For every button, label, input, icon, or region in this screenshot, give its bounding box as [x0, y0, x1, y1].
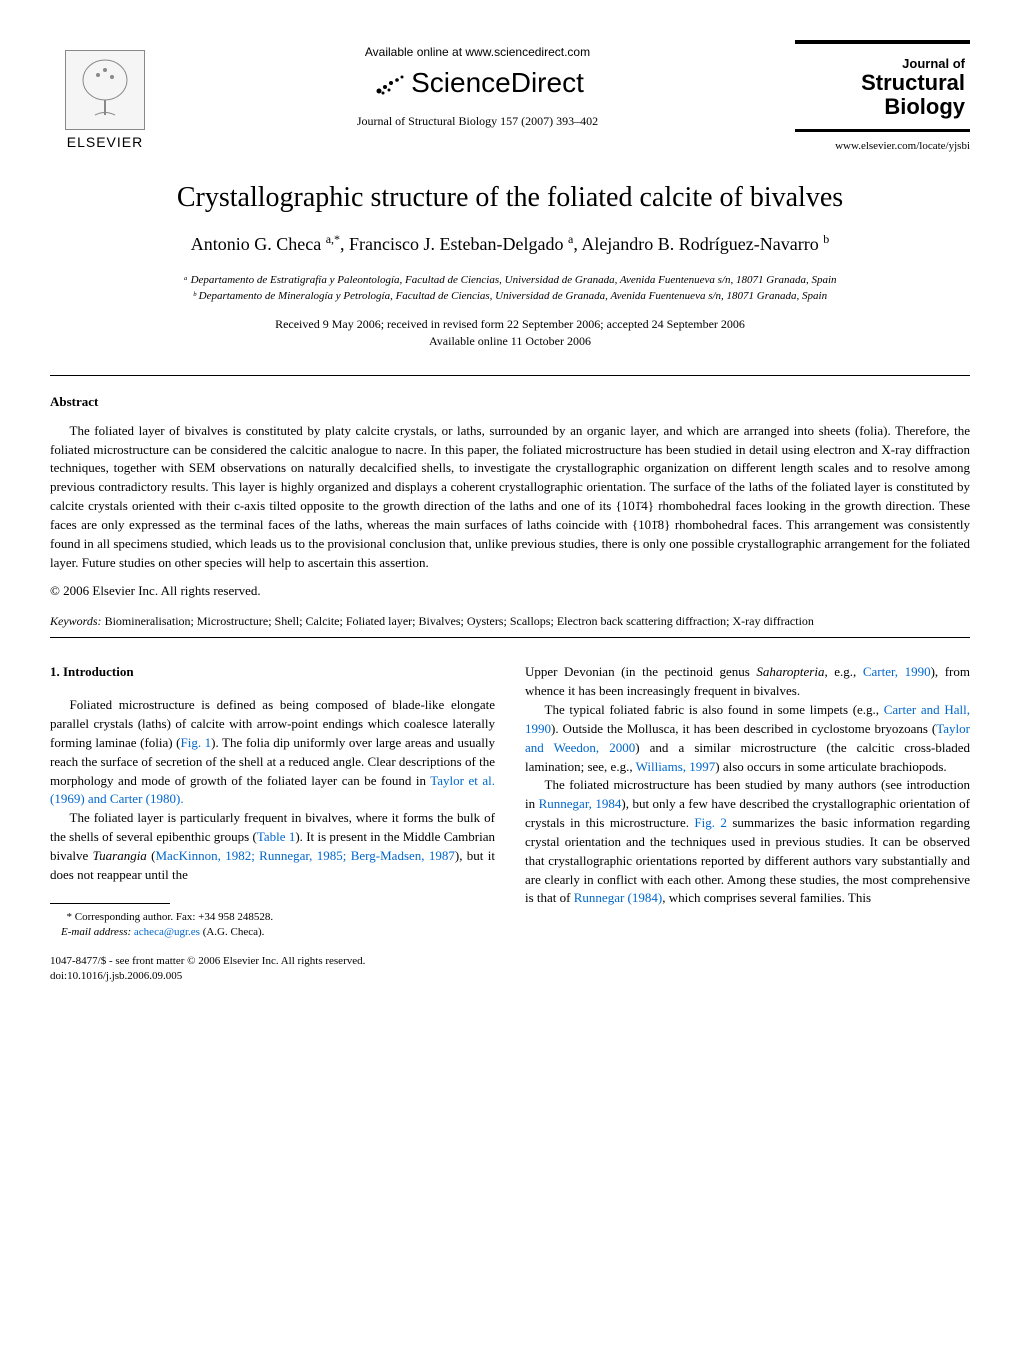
article-title: Crystallographic structure of the foliat… [50, 182, 970, 214]
issn-line: 1047-8477/$ - see front matter © 2006 El… [50, 954, 495, 968]
williams-link[interactable]: Williams, 1997 [636, 759, 716, 774]
abstract-heading: Abstract [50, 394, 970, 410]
rule-bottom [50, 637, 970, 638]
tuarangia-italic: Tuarangia [93, 848, 147, 863]
mackinnon-link[interactable]: MacKinnon, 1982; Runnegar, 1985; Berg-Ma… [156, 848, 455, 863]
col2-paragraph-3: The foliated microstructure has been stu… [525, 776, 970, 908]
authors: Antonio G. Checa a,*, Francisco J. Esteb… [50, 232, 970, 255]
available-online-text: Available online at www.sciencedirect.co… [160, 45, 795, 59]
fig2-link[interactable]: Fig. 2 [694, 815, 727, 830]
c2p2-b: ). Outside the Mollusca, it has been des… [551, 721, 936, 736]
c2p2-d: ) also occurs in some articulate brachio… [715, 759, 946, 774]
journal-box: Journal of Structural Biology [795, 40, 970, 132]
available-date: Available online 11 October 2006 [50, 333, 970, 350]
c2p3-d: , which comprises several families. This [662, 890, 871, 905]
keywords-list: Biomineralisation; Microstructure; Shell… [102, 614, 814, 628]
header-row: ELSEVIER Available online at www.science… [50, 40, 970, 152]
footnote-rule [50, 903, 170, 904]
sciencedirect-text: ScienceDirect [411, 67, 584, 98]
footnote-block: * Corresponding author. Fax: +34 958 248… [50, 910, 495, 941]
c2p2-a: The typical foliated fabric is also foun… [545, 702, 884, 717]
elsevier-tree-icon [65, 50, 145, 130]
journal-of-label: Journal of [800, 56, 965, 71]
sciencedirect-logo: ScienceDirect [160, 67, 795, 99]
sciencedirect-dots-icon [371, 71, 411, 99]
email-suffix: (A.G. Checa). [200, 926, 264, 938]
section-heading-intro: 1. Introduction [50, 663, 495, 682]
doi-line: doi:10.1016/j.jsb.2006.09.005 [50, 969, 495, 983]
c2p1-b: , e.g., [824, 664, 862, 679]
runnegar1984-link[interactable]: Runnegar, 1984 [539, 796, 622, 811]
c2p1-a: Upper Devonian (in the pectinoid genus [525, 664, 756, 679]
column-right: Upper Devonian (in the pectinoid genus S… [525, 663, 970, 983]
article-dates: Received 9 May 2006; received in revised… [50, 316, 970, 350]
journal-url: www.elsevier.com/locate/yjsbi [795, 140, 970, 152]
table1-link[interactable]: Table 1 [257, 829, 296, 844]
rule-top [50, 375, 970, 376]
center-header: Available online at www.sciencedirect.co… [160, 40, 795, 129]
copyright: © 2006 Elsevier Inc. All rights reserved… [50, 583, 970, 599]
keywords: Keywords: Biomineralisation; Microstruct… [50, 613, 970, 630]
corresponding-author: * Corresponding author. Fax: +34 958 248… [50, 910, 495, 925]
affiliations: ᵃ Departamento de Estratigrafía y Paleon… [50, 273, 970, 304]
body-columns: 1. Introduction Foliated microstructure … [50, 663, 970, 983]
elsevier-logo: ELSEVIER [50, 40, 160, 150]
email-line: E-mail address: acheca@ugr.es (A.G. Chec… [50, 925, 495, 940]
intro-paragraph-2: The foliated layer is particularly frequ… [50, 809, 495, 884]
abstract-text: The foliated layer of bivalves is consti… [50, 422, 970, 573]
intro-paragraph-1: Foliated microstructure is defined as be… [50, 696, 495, 809]
affiliation-a: ᵃ Departamento de Estratigrafía y Paleon… [50, 273, 970, 288]
column-left: 1. Introduction Foliated microstructure … [50, 663, 495, 983]
email-label: E-mail address: [61, 926, 131, 938]
email-link[interactable]: acheca@ugr.es [131, 926, 200, 938]
journal-name-line1: Structural [800, 71, 965, 95]
fig1-link[interactable]: Fig. 1 [181, 735, 212, 750]
journal-reference: Journal of Structural Biology 157 (2007)… [160, 114, 795, 129]
journal-name-line2: Biology [800, 95, 965, 119]
carter1990-link[interactable]: Carter, 1990 [863, 664, 931, 679]
runnegar1984b-link[interactable]: Runnegar (1984) [574, 890, 662, 905]
col2-paragraph-2: The typical foliated fabric is also foun… [525, 701, 970, 776]
p2-text-c: ( [147, 848, 156, 863]
journal-box-container: Journal of Structural Biology www.elsevi… [795, 40, 970, 152]
saharopteria-italic: Saharopteria [756, 664, 824, 679]
affiliation-b: ᵇ Departamento de Mineralogía y Petrolog… [50, 289, 970, 304]
abstract-body: The foliated layer of bivalves is consti… [50, 422, 970, 573]
footer-meta: 1047-8477/$ - see front matter © 2006 El… [50, 954, 495, 983]
publisher-name: ELSEVIER [67, 134, 143, 150]
col2-paragraph-1: Upper Devonian (in the pectinoid genus S… [525, 663, 970, 701]
received-date: Received 9 May 2006; received in revised… [50, 316, 970, 333]
keywords-label: Keywords: [50, 614, 102, 628]
